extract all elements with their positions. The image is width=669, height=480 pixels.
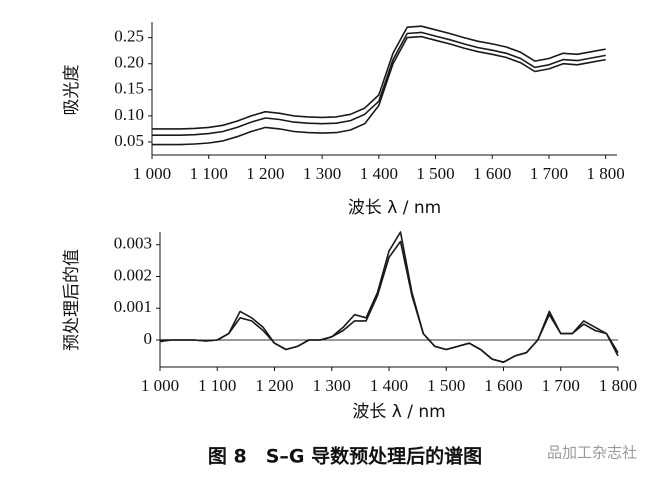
spectrum-line bbox=[152, 31, 606, 136]
y-tick-label: 0.10 bbox=[114, 105, 144, 124]
x-tick-label: 1 200 bbox=[255, 376, 293, 395]
x-tick-label: 1 600 bbox=[473, 164, 511, 183]
x-tick-label: 1 500 bbox=[427, 376, 465, 395]
y-tick-label: 0.15 bbox=[114, 79, 144, 98]
x-tick-label: 1 000 bbox=[133, 164, 171, 183]
caption: 图 8 S–G 导数预处理后的谱图 bbox=[208, 445, 482, 468]
x-tick-label: 1 000 bbox=[141, 376, 179, 395]
y-tick-label: 0.003 bbox=[114, 234, 152, 253]
spectrum-line bbox=[152, 25, 606, 130]
x-tick-label: 1 300 bbox=[303, 164, 341, 183]
x-tick-label: 1 400 bbox=[370, 376, 408, 395]
x-tick-label: 1 600 bbox=[484, 376, 522, 395]
y-tick-label: 0.05 bbox=[114, 131, 144, 150]
x-tick-label: 1 100 bbox=[190, 164, 228, 183]
x-tick-label: 1 800 bbox=[599, 376, 637, 395]
spectrum-line bbox=[159, 240, 619, 363]
y-tick-label: 0 bbox=[144, 329, 153, 348]
x-axis-label: 波长 λ / nm bbox=[352, 402, 445, 422]
y-tick-label: 0.002 bbox=[114, 265, 152, 284]
y-tick-label: 0.25 bbox=[114, 27, 144, 46]
x-tick-label: 1 400 bbox=[360, 164, 398, 183]
x-tick-label: 1 200 bbox=[246, 164, 284, 183]
y-axis-label: 吸光度 bbox=[62, 65, 82, 116]
y-tick-label: 0.001 bbox=[114, 297, 152, 316]
x-tick-label: 1 700 bbox=[530, 164, 568, 183]
y-tick-label: 0.20 bbox=[114, 53, 144, 72]
x-tick-label: 1 500 bbox=[416, 164, 454, 183]
y-axis-label: 预处理后的值 bbox=[62, 249, 82, 351]
x-tick-label: 1 100 bbox=[198, 376, 236, 395]
x-tick-label: 1 700 bbox=[542, 376, 580, 395]
x-tick-label: 1 800 bbox=[587, 164, 625, 183]
spectrum-line bbox=[160, 231, 619, 363]
watermark: 品加工杂志社 bbox=[547, 444, 637, 462]
spectrum-line bbox=[152, 35, 606, 146]
x-tick-label: 1 300 bbox=[313, 376, 351, 395]
x-axis-label: 波长 λ / nm bbox=[348, 198, 441, 218]
